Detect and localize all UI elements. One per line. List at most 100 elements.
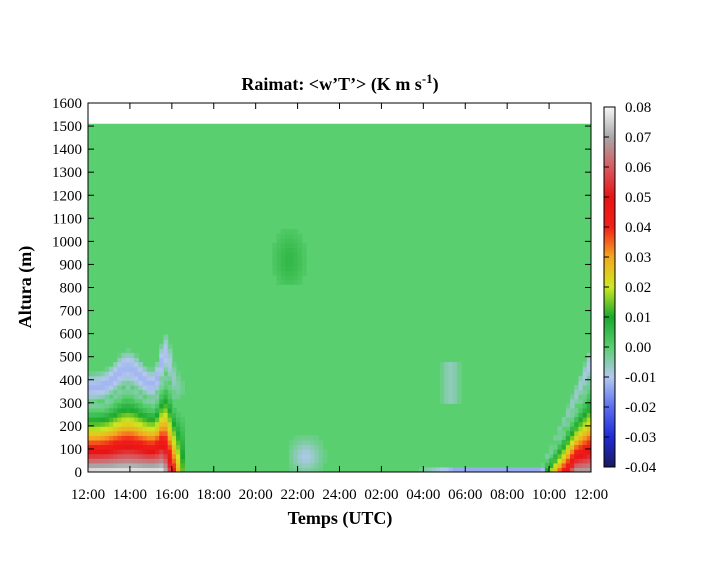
heatmap-cell (104, 444, 110, 450)
heatmap-cell (108, 426, 114, 432)
heatmap-cell (305, 453, 311, 459)
heatmap-cell (297, 453, 303, 459)
heatmap-cell (574, 453, 580, 459)
heatmap-cell (163, 444, 169, 450)
heatmap-cell (456, 380, 462, 386)
heatmap-cell (171, 366, 177, 372)
heatmap-cell (113, 407, 118, 414)
heatmap-cell (578, 467, 584, 472)
heatmap-cell (92, 412, 97, 418)
heatmap-cell (171, 412, 177, 418)
heatmap-cell (92, 462, 97, 469)
heatmap-cell (146, 371, 152, 377)
colorbar-tick-label: 0.08 (625, 100, 651, 116)
heatmap-cell (582, 435, 588, 441)
heatmap-cell (150, 449, 156, 455)
heatmap-cell (444, 371, 450, 377)
heatmap-cell (125, 348, 131, 354)
heatmap-cell (285, 233, 290, 239)
heatmap-cell (125, 462, 131, 469)
heatmap-cell (582, 362, 588, 368)
heatmap-cell (536, 467, 542, 472)
heatmap-cell (318, 453, 324, 459)
heatmap-cell (314, 458, 320, 464)
heatmap-cell (96, 394, 102, 400)
heatmap-cell (586, 407, 591, 414)
heatmap-cell (142, 453, 148, 459)
heatmap-cell (146, 366, 152, 372)
heatmap-cell (272, 270, 278, 276)
heatmap-cell (159, 449, 165, 455)
heatmap-cell (88, 403, 93, 409)
heatmap-cell (113, 417, 118, 423)
heatmap-cell (578, 412, 584, 418)
heatmap-cell (150, 453, 156, 459)
heatmap-cell (574, 449, 580, 455)
heatmap-cell (176, 435, 181, 441)
heatmap-cell (180, 417, 186, 423)
heatmap-cell (134, 421, 139, 427)
heatmap-cell (456, 467, 462, 472)
heatmap-cell (163, 334, 169, 340)
heatmap-cell (92, 421, 97, 427)
heatmap-cell (565, 430, 571, 436)
heatmap-cell (452, 375, 458, 381)
heatmap-cell (582, 462, 588, 469)
y-tick-label: 100 (60, 442, 83, 458)
heatmap-cell (92, 380, 97, 386)
heatmap-cell (155, 375, 160, 381)
heatmap-cell (180, 458, 186, 464)
heatmap-cell (138, 458, 144, 464)
heatmap-cell (100, 412, 106, 418)
heatmap-cell (507, 467, 512, 472)
heatmap-cell (108, 380, 114, 386)
heatmap-cell (561, 444, 567, 450)
heatmap-cell (163, 407, 169, 414)
heatmap-cell (155, 421, 160, 427)
heatmap-cell (305, 449, 311, 455)
heatmap-cell (125, 421, 131, 427)
heatmap-cell (108, 462, 114, 469)
heatmap-cell (138, 449, 144, 455)
heatmap-cell (171, 389, 177, 395)
y-tick-label: 600 (60, 327, 83, 343)
heatmap-cell (502, 467, 508, 472)
colorbar-tick-label: 0.03 (625, 250, 651, 266)
heatmap-cell (138, 389, 144, 395)
heatmap-cell (578, 453, 584, 459)
heatmap-cell (104, 412, 110, 418)
heatmap-cell (129, 467, 135, 472)
heatmap-cell (159, 462, 165, 469)
heatmap-cell (561, 449, 567, 455)
heatmap-cell (167, 403, 173, 409)
colorbar-tick-label: -0.01 (625, 370, 656, 386)
heatmap-cell (444, 362, 450, 368)
heatmap-cell (134, 444, 139, 450)
heatmap-cell (134, 467, 139, 472)
heatmap-cell (92, 426, 97, 432)
heatmap-cell (444, 384, 450, 391)
heatmap-cell (557, 467, 563, 472)
heatmap-cell (96, 430, 102, 436)
heatmap-cell (176, 412, 181, 418)
heatmap-cell (96, 380, 102, 386)
heatmap-cell (159, 458, 165, 464)
heatmap-cell (96, 412, 102, 418)
heatmap-cell (167, 412, 173, 418)
heatmap-cell (570, 403, 575, 409)
heatmap-cell (155, 426, 160, 432)
heatmap-cell (125, 449, 131, 455)
heatmap-cell (180, 444, 186, 450)
heatmap-cell (318, 462, 324, 469)
heatmap-cell (456, 398, 462, 404)
heatmap-cell (121, 357, 127, 363)
heatmap-cell (142, 398, 148, 404)
heatmap-cell (440, 394, 445, 400)
heatmap-cell (176, 467, 181, 472)
heatmap-cell (180, 421, 186, 427)
heatmap-cell (574, 467, 580, 472)
heatmap-cell (280, 229, 286, 235)
heatmap-cell (293, 435, 299, 441)
heatmap-cell (104, 380, 110, 386)
heatmap-cell (104, 403, 110, 409)
